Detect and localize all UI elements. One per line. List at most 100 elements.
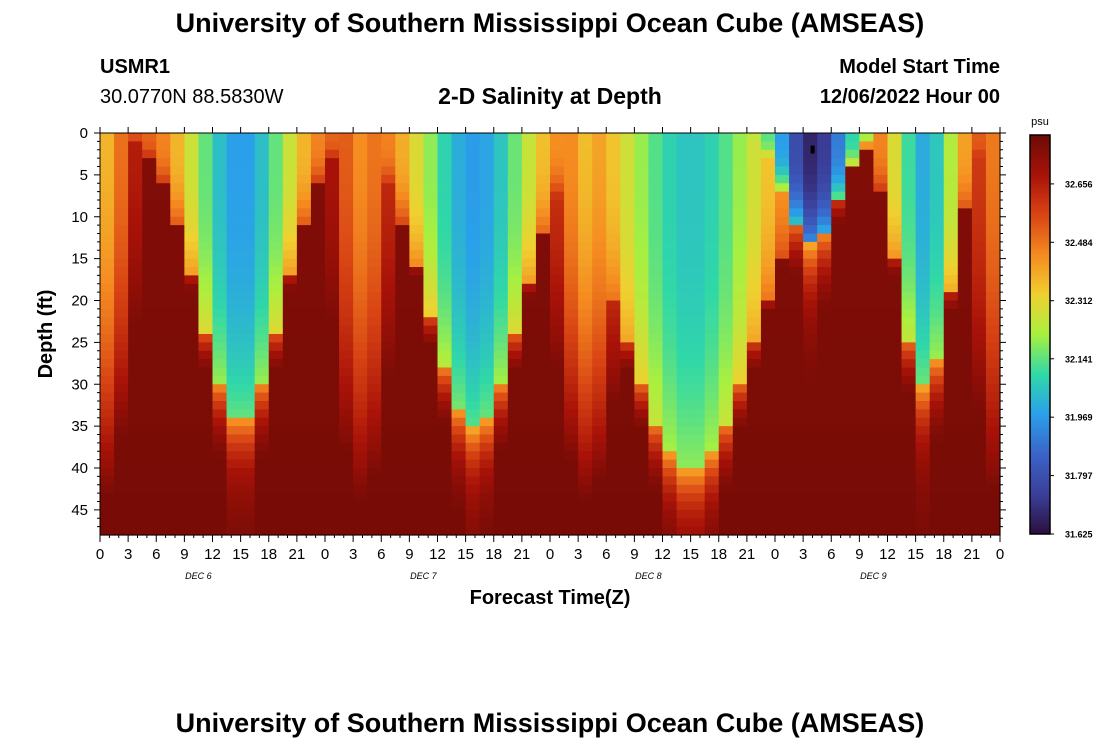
- heatmap-cell: [128, 225, 143, 235]
- heatmap-cell: [915, 317, 931, 327]
- heatmap-cell: [268, 417, 284, 427]
- heatmap-cell: [254, 484, 270, 494]
- heatmap-cell: [310, 334, 326, 343]
- heatmap-cell: [479, 484, 495, 494]
- heatmap-cell: [564, 158, 579, 168]
- heatmap-cell: [620, 426, 635, 436]
- heatmap-cell: [212, 401, 228, 410]
- heatmap-cell: [381, 250, 396, 260]
- heatmap-cell: [915, 267, 931, 276]
- heatmap-cell: [451, 509, 467, 519]
- heatmap-cell: [353, 166, 368, 176]
- heatmap-cell: [746, 459, 762, 469]
- heatmap-cell: [943, 233, 959, 243]
- heatmap-cell: [901, 200, 917, 209]
- heatmap-cell: [887, 241, 903, 251]
- heatmap-cell: [493, 468, 509, 477]
- heatmap-cell: [971, 434, 987, 444]
- x-tick-label: 21: [964, 546, 981, 563]
- heatmap-cell: [985, 375, 1001, 385]
- heatmap-cell: [789, 141, 804, 151]
- heatmap-cell: [479, 375, 495, 385]
- heatmap-cell: [760, 191, 776, 201]
- heatmap-cell: [732, 334, 748, 343]
- heatmap-cell: [887, 325, 903, 335]
- heatmap-cell: [971, 275, 987, 285]
- heatmap-cell: [634, 325, 650, 335]
- heatmap-cell: [381, 417, 396, 427]
- heatmap-cell: [690, 300, 706, 310]
- heatmap-cell: [732, 133, 748, 142]
- heatmap-cell: [817, 392, 832, 402]
- heatmap-cell: [578, 208, 593, 218]
- heatmap-cell: [212, 317, 228, 327]
- heatmap-cell: [142, 417, 157, 427]
- heatmap-cell: [690, 409, 706, 419]
- heatmap-cell: [198, 476, 214, 486]
- heatmap-cell: [929, 409, 945, 419]
- heatmap-cell: [493, 275, 509, 285]
- heatmap-cell: [128, 141, 143, 151]
- heatmap-cell: [437, 417, 453, 427]
- heatmap-cell: [479, 442, 495, 452]
- heatmap-cell: [507, 468, 523, 477]
- heatmap-cell: [339, 359, 354, 369]
- heatmap-cell: [339, 350, 354, 360]
- heatmap-cell: [114, 334, 129, 343]
- heatmap-cell: [676, 225, 692, 235]
- heatmap-cell: [985, 468, 1001, 477]
- heatmap-cell: [184, 225, 200, 235]
- heatmap-cell: [409, 476, 425, 486]
- heatmap-cell: [817, 409, 832, 419]
- heatmap-cell: [985, 518, 1001, 528]
- heatmap-cell: [339, 191, 354, 201]
- heatmap-cell: [535, 476, 551, 486]
- heatmap-cell: [409, 501, 425, 511]
- heatmap-cell: [620, 484, 635, 494]
- heatmap-cell: [381, 493, 396, 503]
- heatmap-cell: [831, 225, 846, 235]
- heatmap-cell: [226, 493, 242, 503]
- heatmap-cell: [550, 401, 565, 410]
- heatmap-cell: [451, 518, 467, 528]
- heatmap-cell: [746, 133, 762, 142]
- heatmap-cell: [381, 158, 396, 168]
- heatmap-cell: [915, 275, 931, 285]
- heatmap-cell: [592, 434, 607, 444]
- x-tick-label: 3: [799, 546, 807, 563]
- heatmap-cell: [690, 501, 706, 511]
- heatmap-cell: [760, 166, 776, 176]
- heatmap-cell: [535, 417, 551, 427]
- heatmap-cell: [325, 241, 340, 251]
- x-tick-label: 18: [485, 546, 502, 563]
- heatmap-cell: [662, 401, 678, 410]
- heatmap-cell: [648, 501, 664, 511]
- heatmap-cell: [437, 384, 453, 394]
- heatmap-cell: [395, 141, 410, 151]
- heatmap-cell: [704, 133, 720, 142]
- heatmap-cell: [746, 350, 762, 360]
- heatmap-cell: [957, 476, 973, 486]
- heatmap-cell: [676, 208, 692, 218]
- heatmap-cell: [339, 334, 354, 343]
- heatmap-cell: [564, 267, 579, 276]
- heatmap-cell: [760, 501, 776, 511]
- heatmap-cell: [648, 208, 664, 218]
- heatmap-cell: [479, 409, 495, 419]
- heatmap-cell: [170, 233, 185, 243]
- heatmap-cell: [985, 334, 1001, 343]
- heatmap-cell: [690, 183, 706, 193]
- heatmap-cell: [282, 174, 298, 184]
- heatmap-cell: [760, 225, 776, 235]
- heatmap-cell: [395, 426, 410, 436]
- heatmap-cell: [409, 200, 425, 209]
- heatmap-cell: [170, 216, 185, 226]
- heatmap-cell: [564, 166, 579, 176]
- heatmap-cell: [240, 283, 256, 293]
- heatmap-cell: [662, 468, 678, 477]
- heatmap-cell: [521, 526, 537, 536]
- heatmap-cell: [704, 484, 720, 494]
- heatmap-cell: [873, 200, 889, 209]
- heatmap-cell: [100, 434, 115, 444]
- heatmap-cell: [789, 317, 804, 327]
